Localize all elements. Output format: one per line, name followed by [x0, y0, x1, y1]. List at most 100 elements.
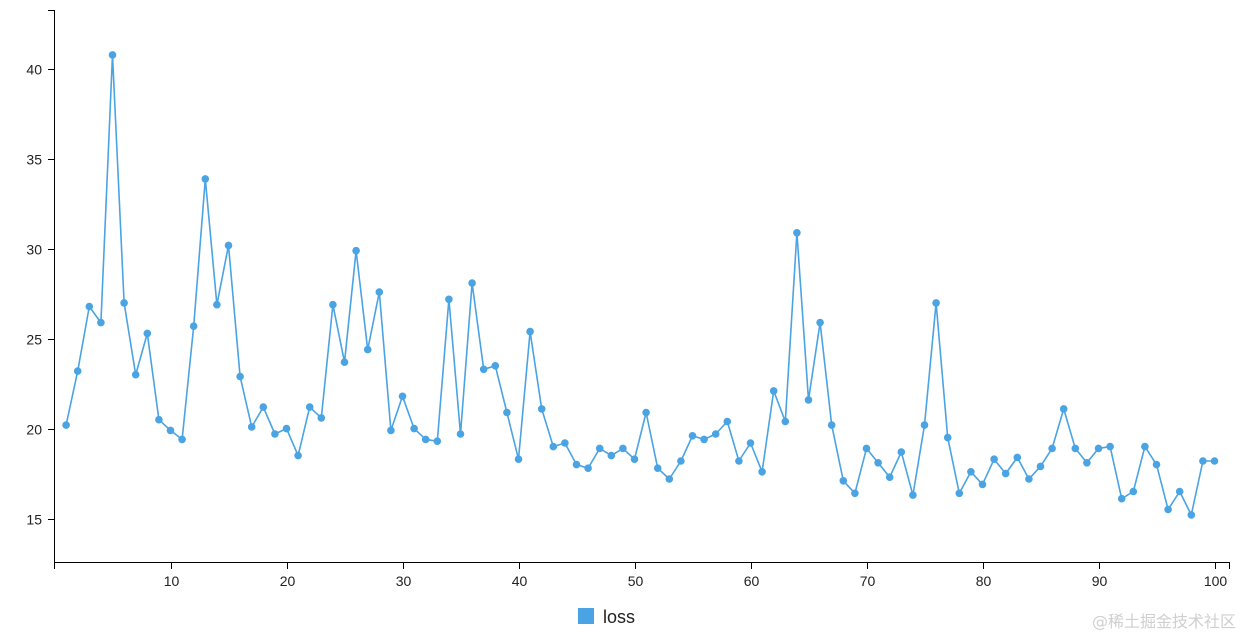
data-point	[305, 403, 314, 411]
data-point	[259, 403, 268, 411]
y-tick-label: 20	[26, 422, 42, 438]
data-point	[688, 432, 697, 440]
x-tick-label: 80	[976, 573, 992, 589]
x-tick-label: 100	[1204, 573, 1228, 589]
data-point	[897, 448, 906, 456]
plot-area	[62, 51, 1219, 519]
data-point	[247, 423, 256, 431]
data-point	[584, 464, 592, 473]
x-axis: 10 20 30 40 50 60 70 80 90 100	[54, 562, 1230, 589]
legend-swatch-loss	[578, 608, 594, 624]
y-tick-label: 25	[26, 332, 42, 348]
data-point	[804, 396, 813, 404]
data-point	[1129, 487, 1138, 496]
data-point	[294, 451, 302, 460]
data-point	[630, 455, 639, 464]
data-point	[282, 424, 291, 433]
legend[interactable]: loss	[578, 607, 635, 627]
data-point	[421, 435, 430, 444]
x-tick-label: 20	[280, 573, 296, 589]
data-point	[189, 322, 198, 331]
data-point	[665, 475, 674, 483]
data-point	[445, 295, 453, 304]
data-point	[816, 318, 824, 327]
data-point	[839, 477, 848, 485]
data-point	[677, 457, 685, 465]
data-point	[1164, 505, 1172, 514]
data-point	[131, 370, 140, 379]
y-tick-label: 35	[26, 152, 42, 168]
data-point	[340, 358, 349, 367]
data-point	[1083, 459, 1091, 467]
data-point	[166, 426, 175, 435]
data-point	[955, 489, 964, 498]
data-point	[1199, 457, 1207, 465]
data-point	[700, 435, 708, 444]
data-point	[1036, 462, 1045, 471]
data-point	[1141, 442, 1149, 451]
data-point	[491, 362, 500, 370]
data-point	[329, 300, 337, 309]
x-tick-label: 70	[860, 573, 876, 589]
data-point	[1048, 444, 1056, 453]
data-point	[723, 417, 732, 426]
data-point	[1071, 444, 1080, 453]
data-point	[1059, 405, 1068, 413]
data-point	[410, 424, 418, 433]
data-point	[909, 491, 917, 499]
data-point	[456, 430, 465, 438]
data-point	[1094, 444, 1103, 453]
data-point	[387, 426, 395, 435]
data-point	[572, 460, 581, 469]
x-tick-label: 90	[1092, 573, 1108, 589]
data-point	[213, 300, 221, 309]
data-point	[1117, 494, 1126, 503]
series-line-loss	[65, 54, 1215, 516]
data-point	[607, 451, 616, 460]
data-point	[642, 408, 650, 417]
data-point	[943, 433, 952, 442]
data-point	[595, 444, 604, 453]
data-point	[735, 457, 743, 465]
data-point	[201, 175, 210, 183]
data-point	[224, 241, 233, 250]
y-axis: 15 20 25 30 35 40	[26, 10, 55, 563]
data-point	[479, 365, 488, 374]
data-point	[352, 246, 360, 255]
data-point	[155, 415, 163, 424]
data-point	[271, 430, 279, 438]
data-point	[932, 299, 940, 307]
data-point	[619, 444, 627, 453]
data-point	[143, 329, 152, 338]
data-point	[1152, 460, 1161, 469]
x-tick-label: 40	[512, 573, 528, 589]
y-tick-label: 15	[26, 512, 42, 528]
data-point	[433, 437, 442, 446]
data-point	[1013, 453, 1022, 462]
x-tick-label: 30	[396, 573, 412, 589]
data-point	[1175, 487, 1184, 496]
data-point	[827, 421, 836, 429]
data-point	[978, 480, 987, 489]
data-point	[317, 414, 326, 422]
data-point	[793, 229, 801, 237]
data-point	[1187, 511, 1196, 519]
data-point	[769, 387, 778, 395]
x-tick-label: 10	[164, 573, 180, 589]
x-tick-label: 60	[744, 573, 760, 589]
data-point	[874, 459, 882, 467]
data-point	[73, 367, 82, 375]
data-point	[514, 455, 523, 464]
data-point	[711, 430, 720, 438]
data-point	[398, 392, 407, 401]
data-point	[108, 51, 117, 59]
data-point	[990, 455, 998, 464]
data-point	[375, 288, 384, 296]
data-point	[97, 318, 105, 327]
watermark-text: @稀土掘金技术社区	[1091, 612, 1236, 631]
data-point	[758, 468, 766, 476]
data-point	[561, 439, 569, 447]
data-point	[236, 372, 244, 381]
data-point	[537, 405, 546, 413]
